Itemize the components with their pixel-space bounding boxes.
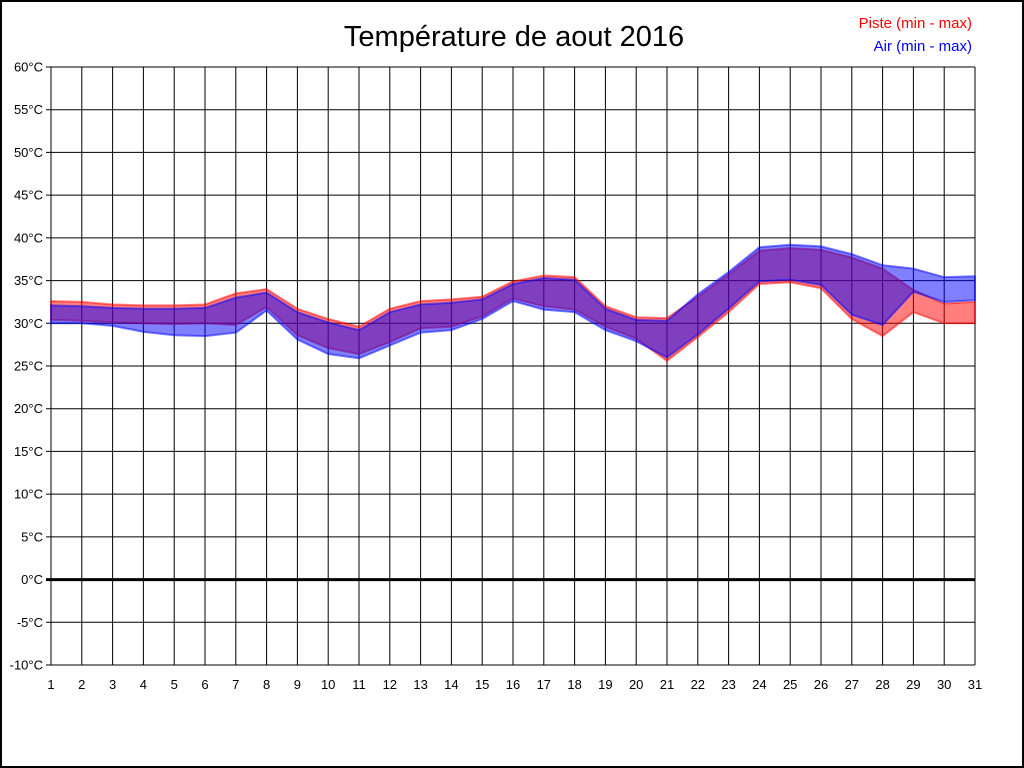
- x-tick-label: 13: [413, 677, 427, 692]
- y-tick-label: 5°C: [21, 529, 43, 544]
- legend-piste-label: Piste (min - max): [859, 15, 972, 32]
- x-tick-label: 19: [598, 677, 612, 692]
- y-tick-label: 60°C: [14, 60, 43, 75]
- x-tick-label: 22: [691, 677, 705, 692]
- x-tick-label: 14: [444, 677, 458, 692]
- y-tick-label: 40°C: [14, 230, 43, 245]
- x-tick-label: 24: [752, 677, 766, 692]
- y-tick-label: 20°C: [14, 401, 43, 416]
- x-tick-label: 11: [352, 677, 366, 692]
- x-tick-label: 29: [906, 677, 920, 692]
- x-tick-label: 4: [140, 677, 147, 692]
- y-tick-label: 55°C: [14, 102, 43, 117]
- x-tick-label: 26: [814, 677, 828, 692]
- x-tick-label: 18: [567, 677, 581, 692]
- y-tick-label: 0°C: [21, 572, 43, 587]
- x-tick-label: 7: [232, 677, 239, 692]
- air-band: [50, 243, 976, 360]
- page-title: Température de aout 2016: [344, 21, 684, 53]
- x-tick-label: 9: [294, 677, 301, 692]
- x-tick-label: 16: [506, 677, 520, 692]
- y-tick-label: 35°C: [14, 273, 43, 288]
- x-tick-label: 12: [383, 677, 397, 692]
- x-tick-label: 20: [629, 677, 643, 692]
- grid-lines: [46, 66, 976, 666]
- x-tick-label: 21: [660, 677, 674, 692]
- x-tick-label: 31: [968, 677, 982, 692]
- y-tick-label: -5°C: [17, 615, 43, 630]
- legend-air-label: Air (min - max): [874, 38, 972, 55]
- y-tick-label: 30°C: [14, 316, 43, 331]
- x-tick-label: 27: [845, 677, 859, 692]
- y-tick-label: 50°C: [14, 145, 43, 160]
- x-tick-label: 25: [783, 677, 797, 692]
- x-axis-labels: 1 2 3 4 5 6 7 8 9 10 11 12 13 14 15 16 17 18 19 20 21 22 23 24 2…: [47, 677, 982, 692]
- y-tick-label: 10°C: [14, 487, 43, 502]
- x-tick-label: 17: [537, 677, 551, 692]
- x-tick-label: 3: [109, 677, 116, 692]
- y-tick-label: 15°C: [14, 444, 43, 459]
- x-tick-label: 8: [263, 677, 270, 692]
- x-tick-label: 2: [78, 677, 85, 692]
- temperature-bands: [50, 243, 976, 363]
- x-tick-label: 6: [201, 677, 208, 692]
- y-tick-label: 45°C: [14, 188, 43, 203]
- x-tick-label: 1: [47, 677, 54, 692]
- y-tick-label: 25°C: [14, 359, 43, 374]
- y-axis-labels: 60°C 55°C 50°C 45°C 40°C 35°C 30°C 25°C 20°C 15°C…: [10, 60, 43, 673]
- x-tick-label: 23: [721, 677, 735, 692]
- y-tick-label: -10°C: [10, 658, 43, 673]
- x-tick-label: 28: [875, 677, 889, 692]
- x-tick-label: 10: [321, 677, 335, 692]
- x-tick-label: 5: [171, 677, 178, 692]
- x-tick-label: 15: [475, 677, 489, 692]
- x-tick-label: 30: [937, 677, 951, 692]
